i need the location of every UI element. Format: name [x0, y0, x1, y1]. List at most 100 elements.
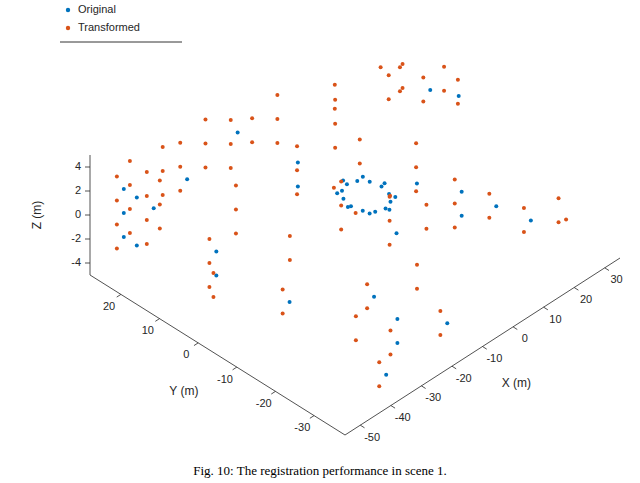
point: [203, 141, 207, 145]
z-tick: [85, 215, 90, 216]
z-tick-label: 0: [75, 208, 81, 220]
point: [161, 169, 165, 173]
point: [522, 206, 526, 210]
point: [415, 182, 419, 186]
point: [395, 317, 399, 321]
point: [339, 204, 343, 208]
y-axis-line: [90, 275, 345, 435]
point: [354, 211, 358, 215]
x-tick-label: -50: [364, 431, 380, 443]
point: [487, 216, 491, 220]
point: [128, 231, 132, 235]
point: [128, 183, 132, 187]
point: [438, 309, 442, 313]
point: [388, 352, 392, 356]
point: [564, 218, 568, 222]
point: [295, 192, 299, 196]
legend-label: Original: [78, 3, 116, 15]
point: [384, 373, 388, 377]
point: [354, 314, 358, 318]
point: [414, 189, 418, 193]
point: [354, 338, 358, 342]
x-tick-label: 0: [522, 332, 528, 344]
x-tick: [391, 406, 395, 409]
point: [388, 194, 392, 198]
point: [145, 218, 149, 222]
y-tick-label: 0: [183, 348, 189, 360]
point: [115, 198, 119, 202]
point: [341, 197, 345, 201]
point: [207, 285, 211, 289]
point: [442, 65, 446, 69]
point: [185, 177, 189, 181]
point: [332, 186, 336, 190]
point: [380, 184, 384, 188]
point: [333, 83, 337, 87]
z-tick: [85, 167, 90, 168]
chart: -50-40-30-20-100102030X (m)-30-20-100102…: [0, 0, 640, 483]
point: [161, 145, 165, 149]
point: [211, 271, 215, 275]
point: [234, 231, 238, 235]
point: [377, 384, 381, 388]
legend-marker: [66, 8, 70, 12]
point: [421, 99, 425, 103]
point: [340, 189, 344, 193]
point: [529, 218, 533, 222]
x-tick: [483, 347, 487, 350]
point: [414, 165, 418, 169]
point: [333, 98, 337, 102]
point: [424, 203, 428, 207]
point: [358, 138, 362, 142]
point: [207, 237, 211, 241]
legend-marker: [66, 26, 70, 30]
point: [275, 117, 279, 121]
point: [115, 222, 119, 226]
point: [234, 207, 238, 211]
point: [115, 246, 119, 250]
y-tick-label: 10: [142, 324, 154, 336]
y-tick-label: -20: [256, 397, 272, 409]
point: [145, 194, 149, 198]
point: [275, 141, 279, 145]
z-tick: [85, 239, 90, 240]
point: [387, 73, 391, 77]
series: [115, 62, 568, 388]
point: [388, 219, 392, 223]
plot-area: [115, 62, 568, 388]
point: [424, 227, 428, 231]
point: [379, 65, 383, 69]
point: [460, 190, 464, 194]
point: [355, 179, 359, 183]
point: [557, 220, 561, 224]
z-axis-title: Z (m): [30, 201, 44, 230]
point: [453, 201, 457, 205]
point: [377, 360, 381, 364]
point: [383, 181, 387, 185]
point: [335, 191, 339, 195]
point: [135, 195, 139, 199]
point: [365, 282, 369, 286]
legend-label: Transformed: [78, 21, 140, 33]
point: [438, 333, 442, 337]
point: [457, 94, 461, 98]
point: [333, 122, 337, 126]
point: [453, 225, 457, 229]
point: [373, 210, 377, 214]
point: [281, 312, 285, 316]
point: [135, 243, 139, 247]
legend: Original Transformed: [60, 3, 182, 42]
point: [365, 306, 369, 310]
point: [178, 165, 182, 169]
point: [214, 250, 218, 254]
z-tick: [85, 191, 90, 192]
point: [333, 107, 337, 111]
point: [345, 182, 349, 186]
point: [145, 170, 149, 174]
point: [557, 196, 561, 200]
point: [122, 187, 126, 191]
point: [236, 131, 240, 135]
x-tick-label: -10: [486, 352, 502, 364]
point: [361, 209, 365, 213]
x-axis-line: [345, 258, 620, 435]
